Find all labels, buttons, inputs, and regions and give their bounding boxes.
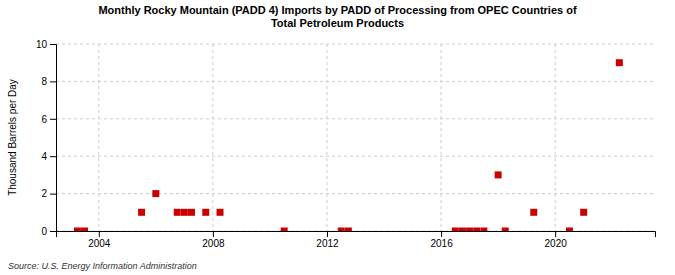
source: Source: U.S. Energy Information Administ… (8, 261, 197, 271)
point (616, 59, 623, 66)
grid-line-x (212, 44, 213, 231)
tick-label: 2016 (430, 238, 453, 249)
grid (56, 44, 655, 231)
grid-line-y (56, 44, 655, 45)
tick-mark (50, 156, 56, 157)
point (502, 228, 509, 232)
grid-line-y (56, 81, 655, 82)
grid-line-y (56, 118, 655, 119)
point (181, 209, 188, 216)
point (580, 209, 587, 216)
tick-mark (50, 194, 56, 195)
tick: 4 (41, 151, 56, 162)
x-axis: 2004 2008 2012 2016 2020 (57, 231, 656, 249)
axis-line (57, 232, 656, 238)
tick-label: 2020 (545, 238, 568, 249)
tick-mark (213, 231, 214, 237)
point (566, 228, 573, 232)
point (473, 228, 480, 232)
point (281, 228, 288, 232)
tick: 8 (41, 76, 56, 87)
tick-label: 8 (41, 76, 47, 87)
points (74, 59, 623, 231)
tick-label: 10 (36, 39, 48, 50)
tick-label: 2008 (202, 238, 225, 249)
y-axis-title: Thousand Barrels per Day (7, 79, 18, 196)
tick-mark (50, 44, 56, 45)
tick: 10 (36, 39, 56, 50)
point (345, 228, 352, 232)
grid-line-y (56, 193, 655, 194)
tick: 2008 (202, 231, 225, 249)
point (466, 228, 473, 232)
tick-label: 4 (41, 151, 47, 162)
point (480, 228, 487, 232)
tick-label: 2 (41, 188, 47, 199)
tick-mark (50, 119, 56, 120)
tick: 2012 (316, 231, 339, 249)
point (138, 209, 145, 216)
tick: 2004 (88, 231, 111, 249)
point (174, 209, 181, 216)
axis-line (50, 45, 57, 232)
point (452, 228, 459, 232)
tick: 2016 (430, 231, 453, 249)
y-axis: 0 2 4 6 8 10 (36, 39, 57, 237)
grid-line-x (441, 44, 442, 231)
tick-label: 6 (41, 114, 47, 125)
tick-mark (441, 231, 442, 237)
point (81, 228, 88, 232)
grid-line-x (98, 44, 99, 231)
point (217, 209, 224, 216)
tick-mark (327, 231, 328, 237)
tick-label: 0 (41, 226, 47, 237)
point (188, 209, 195, 216)
title: Monthly Rocky Mountain (PADD 4) Imports … (98, 4, 576, 29)
tick-mark (50, 231, 56, 232)
tick-mark (555, 231, 556, 237)
tick-label: 2004 (88, 238, 111, 249)
grid-line-x (555, 44, 556, 231)
point (202, 209, 209, 216)
tick-label: 2012 (316, 238, 339, 249)
chart: 2004 2008 2012 2016 2020 0 2 4 6 8 10 Monthly Rocky… (0, 0, 675, 275)
tick: 0 (41, 226, 56, 237)
point (152, 190, 159, 197)
grid-line-x (326, 44, 327, 231)
tick-mark (99, 231, 100, 237)
tick: 2020 (545, 231, 568, 249)
point (74, 228, 81, 232)
point (495, 171, 502, 178)
tick: 6 (41, 114, 56, 125)
point (530, 209, 537, 216)
grid-line-y (56, 156, 655, 157)
point (338, 228, 345, 232)
tick: 2 (41, 188, 56, 199)
point (459, 228, 466, 232)
tick-mark (50, 81, 56, 82)
